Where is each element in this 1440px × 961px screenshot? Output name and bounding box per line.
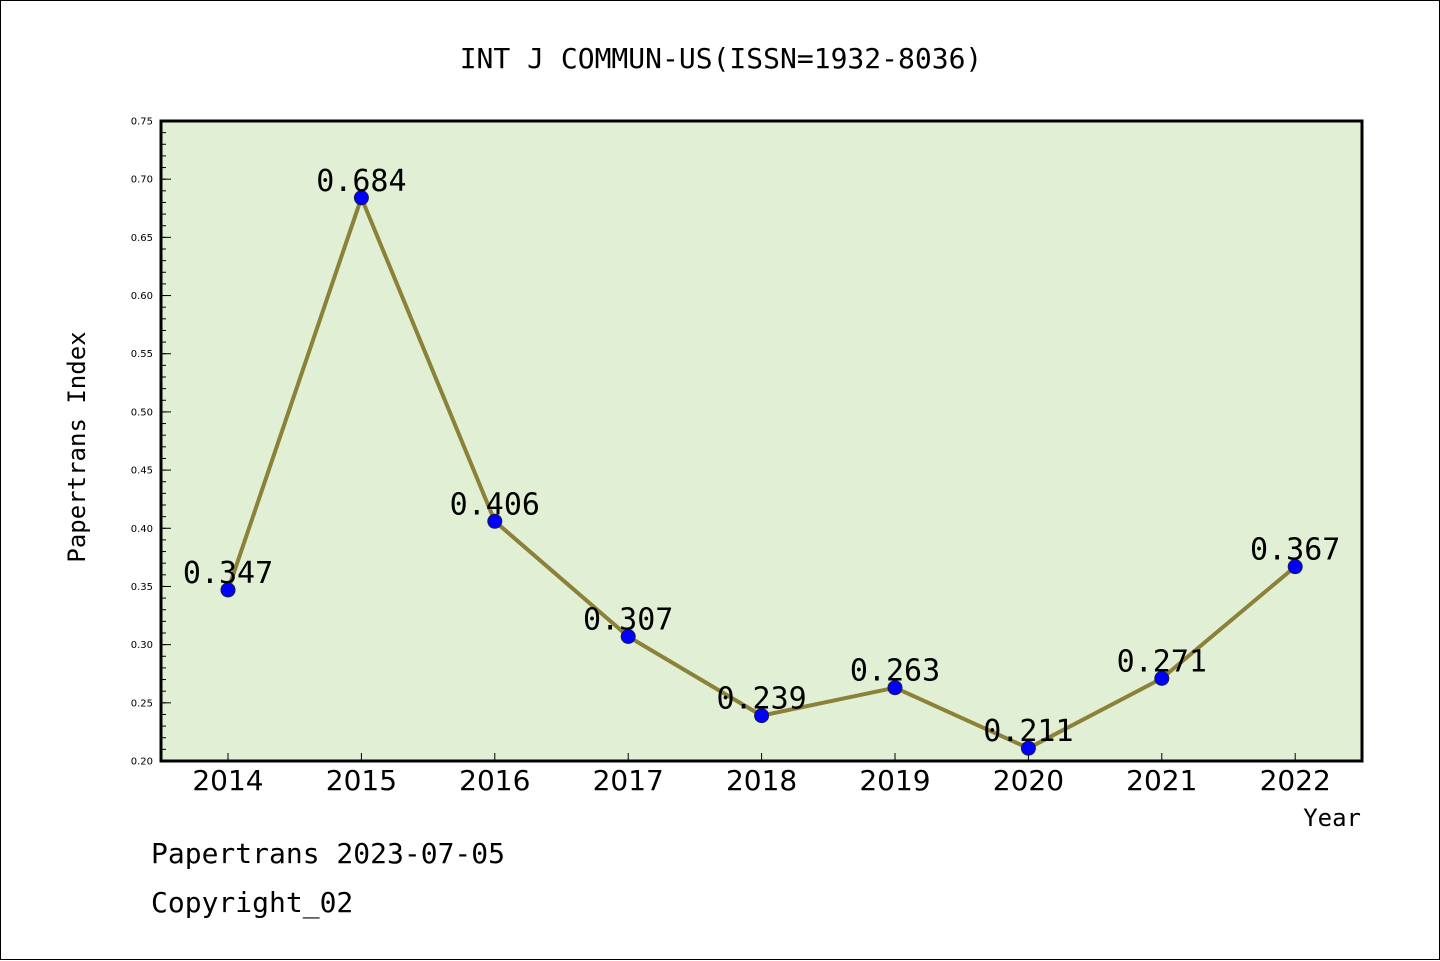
y-tick-label: 0.50 <box>131 407 153 418</box>
data-point <box>754 708 770 724</box>
y-tick-label: 0.60 <box>131 291 153 302</box>
data-label: 0.211 <box>983 714 1073 749</box>
x-tick-label: 2019 <box>859 764 930 797</box>
y-tick-label: 0.70 <box>131 175 153 186</box>
data-label: 0.271 <box>1117 644 1207 679</box>
y-tick-label: 0.65 <box>131 233 153 244</box>
plot-frame <box>159 119 1364 763</box>
data-point <box>487 513 503 529</box>
data-point <box>1020 740 1036 756</box>
x-tick-label: 2015 <box>326 764 397 797</box>
x-tick-label: 2021 <box>1126 764 1197 797</box>
plot-background <box>161 121 1362 761</box>
data-point <box>353 190 369 206</box>
data-label: 0.684 <box>316 164 406 199</box>
data-point <box>1154 670 1170 686</box>
x-tick-label: 2020 <box>993 764 1064 797</box>
data-label: 0.367 <box>1250 533 1340 568</box>
data-label: 0.347 <box>183 556 273 591</box>
x-tick-label: 2022 <box>1260 764 1331 797</box>
y-tick-label: 0.45 <box>131 466 153 477</box>
plot-area: 0.20 0.25 0.30 0.35 0.40 0.45 0.50 0.55 0.60 0.65… <box>131 117 1364 797</box>
data-point <box>1287 559 1303 575</box>
y-tick-label: 0.35 <box>131 582 153 593</box>
data-label: 0.307 <box>583 602 673 637</box>
x-tick-label: 2017 <box>593 764 664 797</box>
chart-title: INT J COMMUN-US(ISSN=1932-8036) <box>460 42 983 75</box>
footer-date-line: Papertrans 2023-07-05 <box>151 837 506 870</box>
data-label: 0.406 <box>450 487 540 522</box>
data-point <box>887 680 903 696</box>
footer-copyright: Copyright_02 <box>151 886 354 919</box>
y-tick-label: 0.25 <box>131 698 153 709</box>
x-axis-label: Year <box>1303 804 1361 832</box>
data-label: 0.263 <box>850 654 940 689</box>
y-tick-label: 0.55 <box>131 349 153 360</box>
y-tick-label: 0.40 <box>131 524 153 535</box>
x-tick-label: 2016 <box>459 764 530 797</box>
x-tick-label: 2014 <box>192 764 263 797</box>
data-label: 0.239 <box>716 682 806 717</box>
data-point <box>220 582 236 598</box>
data-point <box>620 628 636 644</box>
y-tick-label: 0.20 <box>131 757 153 768</box>
y-tick-label: 0.75 <box>131 117 153 128</box>
y-tick-label: 0.30 <box>131 640 153 651</box>
y-axis-label: Papertrans Index <box>63 331 91 562</box>
x-tick-label: 2018 <box>726 764 797 797</box>
